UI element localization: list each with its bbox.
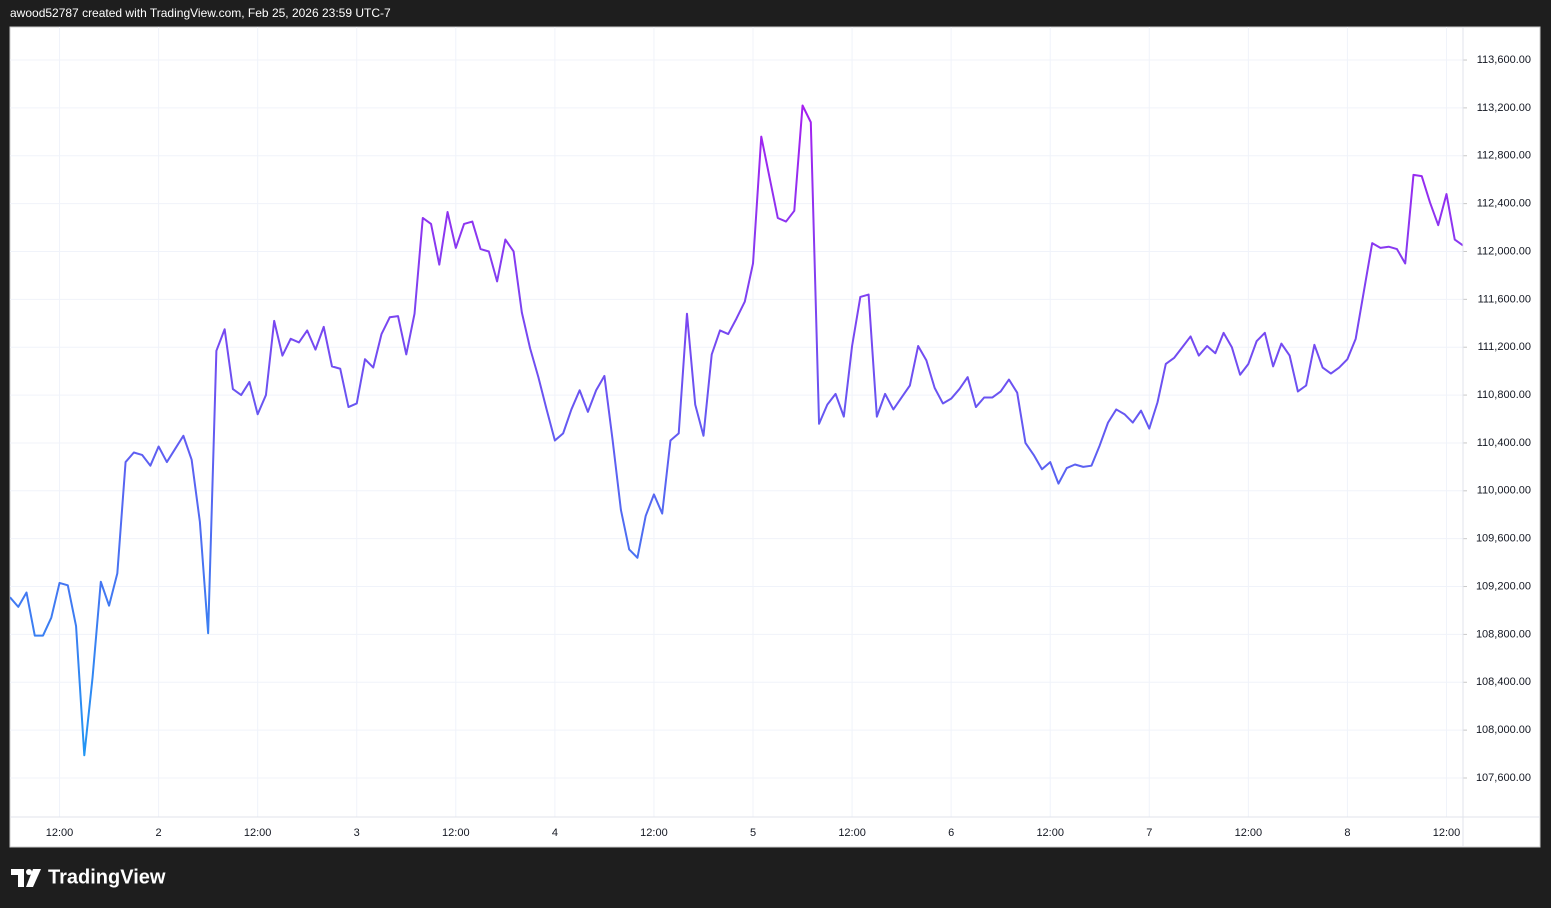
y-tick-label: 113,200.00 bbox=[1477, 102, 1531, 114]
y-tick-label: 108,000.00 bbox=[1476, 724, 1531, 736]
price-axis: 107,600.00 108,000.00 108,400.00 108,800.00… bbox=[10, 27, 1540, 847]
y-tick-label: 108,400.00 bbox=[1476, 676, 1531, 688]
x-tick-label: 5 bbox=[750, 827, 756, 839]
x-tick-label: 12:00 bbox=[46, 827, 74, 839]
header-title: awood52787 created with TradingView.com,… bbox=[10, 6, 391, 20]
x-tick-label: 12:00 bbox=[244, 827, 272, 839]
logo-icon bbox=[26, 869, 32, 875]
logo-icon bbox=[26, 869, 41, 887]
y-tick-label: 111,600.00 bbox=[1478, 293, 1531, 305]
price-line bbox=[10, 104, 1463, 757]
x-tick-label: 4 bbox=[552, 827, 558, 839]
footer-logo: TradingView bbox=[11, 866, 166, 888]
y-tick-label: 112,800.00 bbox=[1477, 150, 1531, 162]
x-tick-label: 12:00 bbox=[1433, 827, 1461, 839]
x-tick-label: 12:00 bbox=[1235, 827, 1263, 839]
y-tick-label: 109,200.00 bbox=[1476, 580, 1531, 592]
x-tick-label: 2 bbox=[156, 827, 162, 839]
y-tick-label: 110,800.00 bbox=[1477, 389, 1531, 401]
footer-logo-text: TradingView bbox=[48, 866, 166, 888]
chart-panel bbox=[9, 26, 1541, 848]
x-tick-label: 12:00 bbox=[442, 827, 470, 839]
y-tick-label: 110,400.00 bbox=[1477, 437, 1531, 449]
y-tick-label: 113,600.00 bbox=[1477, 54, 1531, 66]
x-tick-label: 12:00 bbox=[1036, 827, 1064, 839]
x-tick-label: 7 bbox=[1146, 827, 1152, 839]
y-tick-label: 109,600.00 bbox=[1476, 533, 1531, 545]
x-tick-label: 6 bbox=[948, 827, 954, 839]
y-tick-label: 112,000.00 bbox=[1477, 245, 1531, 257]
y-tick-label: 112,400.00 bbox=[1477, 198, 1531, 210]
logo-icon bbox=[11, 869, 24, 887]
plot bbox=[10, 104, 1463, 757]
x-tick-label: 12:00 bbox=[838, 827, 866, 839]
x-tick-label: 3 bbox=[354, 827, 360, 839]
y-tick-label: 107,600.00 bbox=[1476, 772, 1531, 784]
x-tick-label: 12:00 bbox=[640, 827, 668, 839]
y-tick-label: 108,800.00 bbox=[1476, 628, 1531, 640]
grid bbox=[10, 27, 1463, 817]
time-axis: 12:00 2 12:00 3 12:00 4 12:00 5 12:00 6 12:00 7 12:0… bbox=[46, 827, 1460, 839]
x-tick-label: 8 bbox=[1344, 827, 1350, 839]
y-tick-label: 111,200.00 bbox=[1478, 341, 1531, 353]
y-tick-label: 110,000.00 bbox=[1477, 485, 1531, 497]
